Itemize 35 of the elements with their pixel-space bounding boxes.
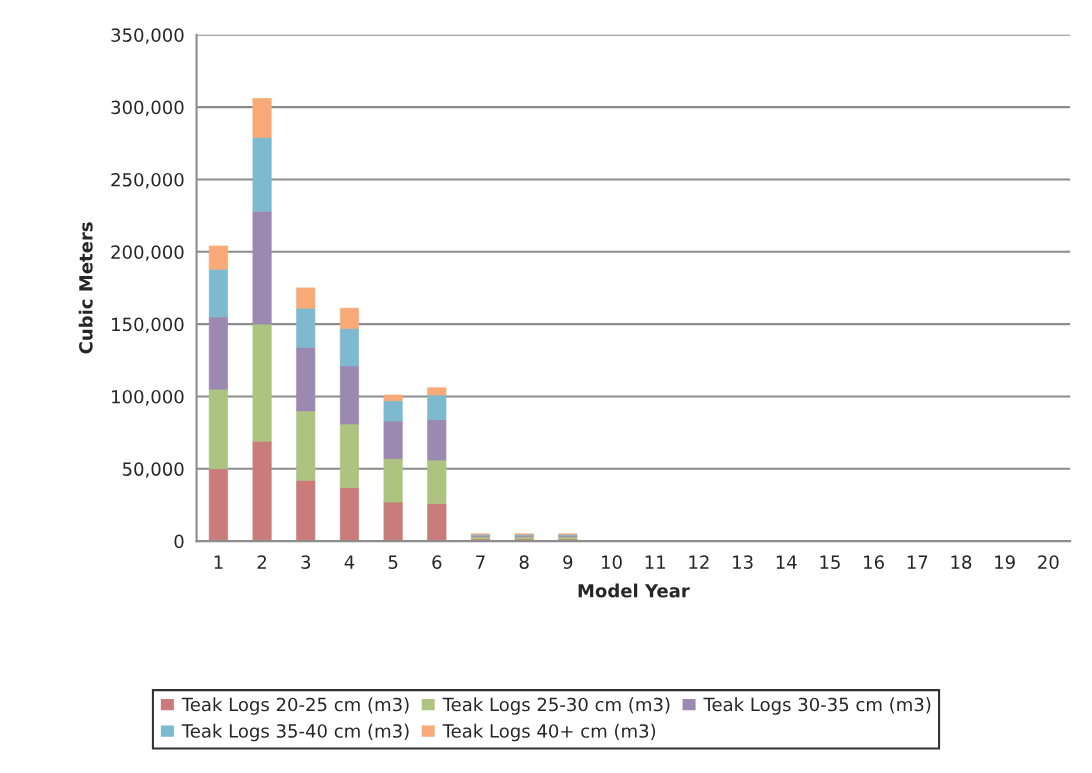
x-tick-label: 20: [1038, 555, 1059, 569]
x-tick-label: 8: [519, 555, 529, 569]
x-tick-label: 13: [733, 555, 753, 569]
y-tick-label: 0: [174, 534, 184, 549]
legend-label: Teak Logs 35-40 cm (m3): [181, 723, 409, 742]
y-tick-label: 100,000: [112, 389, 184, 406]
x-tick-label: 14: [776, 555, 797, 569]
x-tick-label: 5: [388, 555, 398, 569]
y-axis-title: Cubic Meters: [78, 222, 93, 354]
x-tick-label: 3: [301, 555, 311, 569]
y-tick-label: 200,000: [111, 245, 184, 261]
x-tick-label: 1: [214, 555, 223, 569]
x-tick-label: 10: [602, 555, 622, 569]
y-tick-label: 350,000: [111, 28, 184, 44]
legend-label: Teak Logs 40+ cm (m3): [442, 723, 656, 742]
y-tick-label: 300,000: [111, 100, 184, 117]
y-tick-label: 250,000: [111, 172, 184, 189]
x-tick-label: 16: [864, 555, 884, 569]
x-tick-label: 2: [257, 555, 267, 569]
x-tick-label: 19: [995, 555, 1015, 569]
legend-label: Teak Logs 20-25 cm (m3): [181, 697, 409, 715]
x-axis-title: Model Year: [578, 583, 690, 598]
x-tick-label: 17: [907, 555, 928, 569]
legend-label: Teak Logs 25-30 cm (m3): [442, 697, 670, 715]
x-tick-label: 11: [645, 555, 666, 569]
legend-label: Teak Logs 30-35 cm (m3): [703, 697, 931, 715]
y-tick-label: 50,000: [122, 462, 184, 478]
x-tick-label: 6: [432, 555, 442, 569]
x-tick-label: 9: [563, 555, 573, 569]
x-tick-label: 15: [820, 555, 840, 569]
x-tick-label: 4: [344, 555, 355, 569]
x-tick-label: 7: [476, 555, 485, 569]
y-tick-label: 150,000: [112, 317, 184, 334]
x-tick-label: 12: [689, 555, 709, 569]
x-tick-label: 18: [951, 555, 972, 569]
